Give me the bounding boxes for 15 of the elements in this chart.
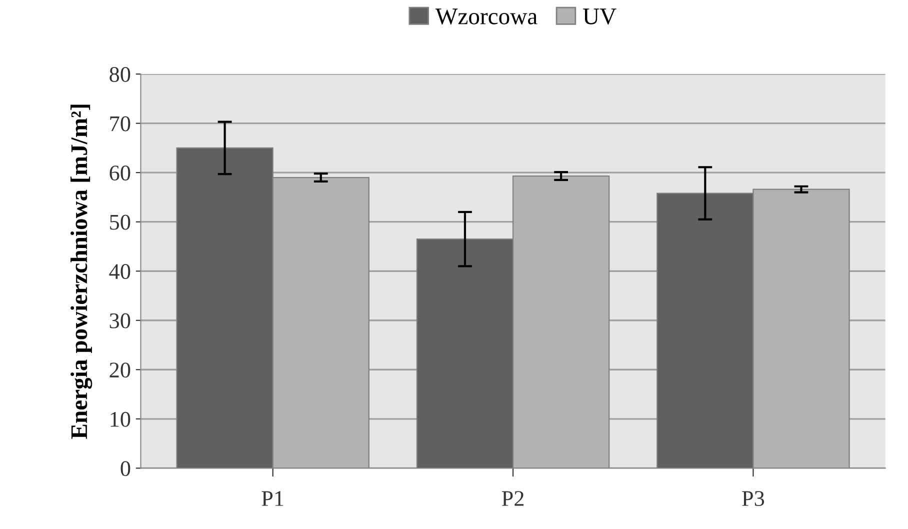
y-tick-label: 30 <box>110 313 130 328</box>
y-tick-label: 80 <box>110 66 130 82</box>
y-tick-label: 50 <box>110 214 130 230</box>
y-axis-title: Energia powierzchniowa [mJ/m²] <box>70 104 92 439</box>
y-tick-label: 0 <box>120 461 130 476</box>
x-tick-label: P2 <box>502 491 524 506</box>
y-tick-label: 20 <box>110 362 130 378</box>
y-tick-label: 60 <box>110 166 130 181</box>
y-tick-label: 40 <box>109 264 130 280</box>
legend-label: Wzorcowa <box>435 8 538 24</box>
legend-label: UV <box>583 8 616 24</box>
y-tick-label: 70 <box>110 116 130 132</box>
x-tick-label: P3 <box>742 491 764 506</box>
x-tick-label: P1 <box>262 491 284 506</box>
y-tick-label: 10 <box>110 412 130 427</box>
